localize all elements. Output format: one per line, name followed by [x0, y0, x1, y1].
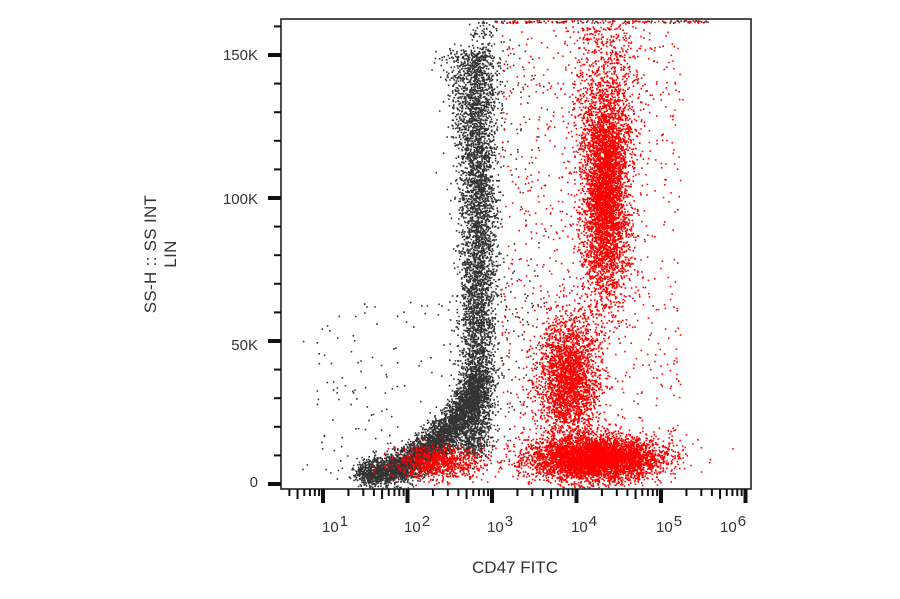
y-tick-label-100k: 100K	[222, 191, 258, 208]
x-tick-label-10-5: 105	[656, 513, 683, 536]
x-tick-label-10-1: 101	[322, 513, 349, 536]
y-tick-label-150k: 150K	[222, 47, 258, 64]
y-axis-title: SS-H :: SS INT LIN	[141, 194, 180, 314]
plot-frame	[280, 18, 752, 490]
x-tick-label-10-4: 104	[571, 513, 598, 536]
x-axis-title: CD47 FITC	[472, 558, 558, 577]
scatter-points	[302, 20, 734, 490]
x-axis-ticks	[288, 489, 748, 503]
y-axis-ticks	[268, 25, 281, 486]
red-population-points	[372, 20, 734, 490]
y-tick-label-0: 0	[249, 474, 258, 491]
x-tick-label-10-3: 103	[487, 513, 514, 536]
x-tick-label-10-2: 102	[404, 513, 431, 536]
y-tick-label-50k: 50K	[231, 337, 258, 354]
x-tick-label-10-6: 106	[720, 513, 747, 536]
